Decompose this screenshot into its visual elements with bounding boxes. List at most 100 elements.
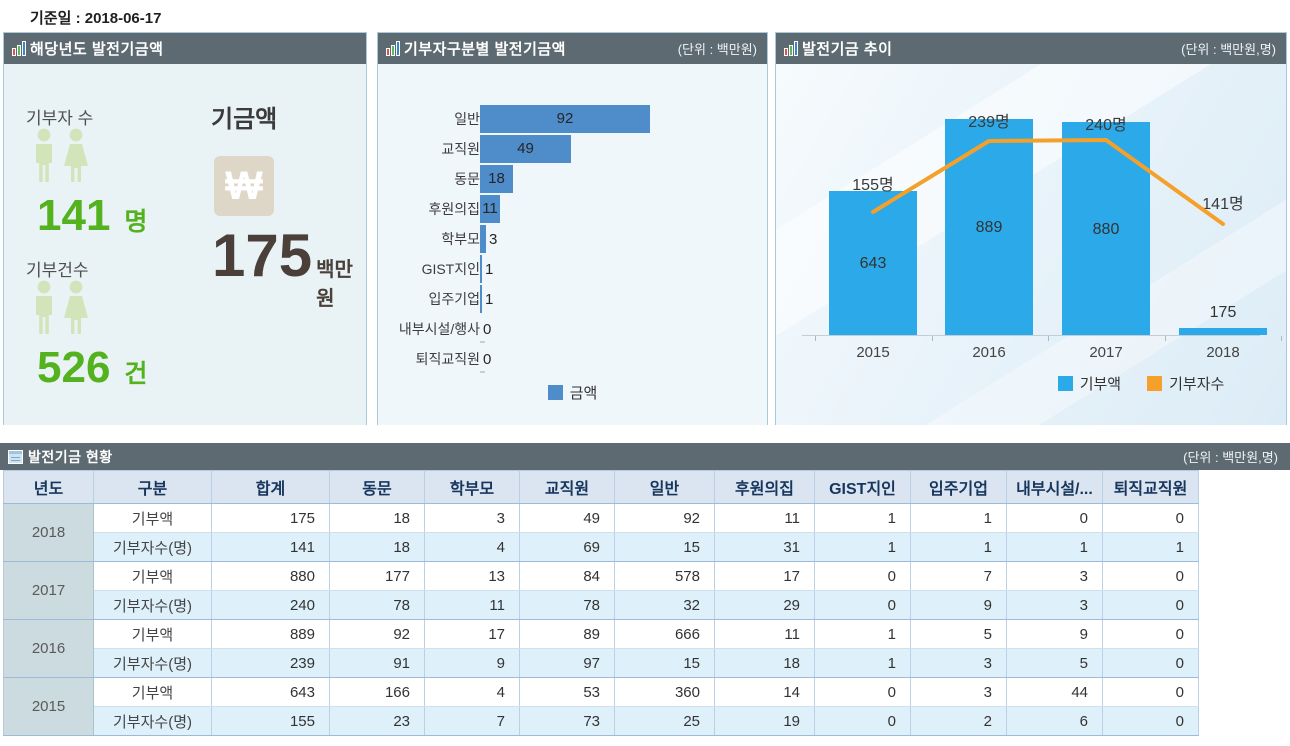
x-axis-label: 2015 xyxy=(856,344,890,361)
hbar-bar[interactable]: 92 xyxy=(480,105,650,133)
hbar-row: 동문 18 xyxy=(378,164,767,194)
hbar-bar[interactable] xyxy=(480,225,486,253)
value-cell: 239 xyxy=(211,648,330,678)
value-cell: 13 xyxy=(424,561,520,591)
panel-by-type-body: 일반 92 교직원 49 동문 18 후원의집 11 학부모 3 GIST지인 1 입주기업 1 내부시설/… xyxy=(378,64,767,425)
panel-fund-trend: 발전기금 추이 (단위 : 백만원,명) 643 155명 2015 889 239명 2… xyxy=(775,32,1287,425)
unit-label: (단위 : 백만원,명) xyxy=(1183,450,1278,465)
value-cell: 2 xyxy=(910,706,1007,736)
value-cell: 4 xyxy=(424,677,520,707)
legend-item-donors[interactable]: 기부자수 xyxy=(1147,373,1224,394)
column-header: 일반 xyxy=(614,470,715,504)
hbar-value-label: 0 xyxy=(483,350,492,368)
hbar-row: 퇴직교직원 0 xyxy=(378,344,767,374)
metric-cell: 기부자수(명) xyxy=(93,706,212,736)
hbar-value-label: 1 xyxy=(485,290,494,308)
hbar-bar-area: 11 xyxy=(480,195,767,223)
fund-amount-value: 175 xyxy=(212,222,313,289)
value-cell: 578 xyxy=(614,561,715,591)
value-cell: 49 xyxy=(519,503,615,533)
trend-bar[interactable] xyxy=(829,191,917,335)
metric-cell: 기부자수(명) xyxy=(93,590,212,620)
column-header: 퇴직교직원 xyxy=(1102,470,1199,504)
trend-line xyxy=(871,138,1225,226)
trend-bar[interactable] xyxy=(1062,122,1150,335)
column-header: 합계 xyxy=(211,470,330,504)
value-cell: 0 xyxy=(1102,619,1199,649)
hbar-value-label: 92 xyxy=(556,110,574,127)
legend-swatch-amount[interactable] xyxy=(547,385,563,400)
x-axis-label: 2016 xyxy=(972,344,1006,361)
hbar-legend: 금액 xyxy=(378,382,767,403)
hbar-category-label: 학부모 xyxy=(441,231,480,247)
won-icon: ₩ xyxy=(214,156,274,216)
people-icon xyxy=(36,128,88,182)
value-cell: 78 xyxy=(329,590,425,620)
year-cell: 2016 xyxy=(3,619,94,678)
hbar-row: 일반 92 xyxy=(378,104,767,134)
hbar-bar[interactable] xyxy=(480,285,482,313)
value-cell: 14 xyxy=(714,677,815,707)
hbar-bar-area: 1 xyxy=(480,255,767,283)
table-row: 기부자수(명) 239 91 9 97 15 18 1 3 5 0 xyxy=(4,648,1199,678)
value-cell: 18 xyxy=(329,532,425,562)
hbar-bar[interactable]: 11 xyxy=(480,195,500,223)
legend-label-donors: 기부자수 xyxy=(1169,376,1225,393)
legend-item-amount[interactable]: 기부액 xyxy=(1057,373,1121,394)
value-cell: 11 xyxy=(714,503,815,533)
value-cell: 11 xyxy=(714,619,815,649)
column-header: 년도 xyxy=(3,470,94,504)
bar-chart-icon xyxy=(12,41,26,56)
value-cell: 53 xyxy=(519,677,615,707)
x-axis-label: 2018 xyxy=(1206,344,1240,361)
hbar-bar-area: 18 xyxy=(480,165,767,193)
metric-cell: 기부액 xyxy=(93,561,212,591)
column-header: 입주기업 xyxy=(910,470,1007,504)
trend-line-value-label: 240명 xyxy=(1085,117,1127,134)
value-cell: 666 xyxy=(614,619,715,649)
trend-line-value-label: 155명 xyxy=(852,177,894,194)
hbar-bar[interactable]: 49 xyxy=(480,135,571,163)
value-cell: 0 xyxy=(1102,706,1199,736)
hbar-value-label: 1 xyxy=(485,260,494,278)
column-header: 학부모 xyxy=(424,470,520,504)
x-axis-tick xyxy=(931,336,933,341)
panel-trend-header: 발전기금 추이 (단위 : 백만원,명) xyxy=(776,33,1286,64)
legend-label-amount[interactable]: 금액 xyxy=(569,385,598,402)
hbar-value-label: 18 xyxy=(488,170,505,187)
table-row: 2015 기부액 643 166 4 53 360 14 0 3 44 0 xyxy=(3,677,1199,736)
hbar-value-label: 49 xyxy=(517,140,534,157)
year-cell: 2015 xyxy=(3,677,94,736)
value-cell: 23 xyxy=(329,706,425,736)
value-cell: 7 xyxy=(910,561,1007,591)
hbar-category-label: 입주기업 xyxy=(428,291,480,307)
value-cell: 69 xyxy=(519,532,615,562)
hbar-bar-area: 49 xyxy=(480,135,767,163)
unit-label: (단위 : 백만원,명) xyxy=(1181,42,1276,57)
trend-line-value-label: 141명 xyxy=(1202,196,1244,213)
value-cell: 89 xyxy=(519,619,615,649)
hbar-bar[interactable]: 18 xyxy=(480,165,513,193)
panel-fund-by-donor-type: 기부자구분별 발전기금액 (단위 : 백만원) 일반 92 교직원 49 동문 18 후원의… xyxy=(377,32,768,425)
panel-current-year-header: 해당년도 발전기금액 xyxy=(4,33,366,64)
value-cell: 11 xyxy=(424,590,520,620)
column-header: GIST지인 xyxy=(814,470,911,504)
value-cell: 1 xyxy=(814,503,911,533)
legend-swatch-amount xyxy=(1057,376,1073,391)
metric-cell: 기부자수(명) xyxy=(93,648,212,678)
panel-current-year-body: 기부자 수 141 명 기부건수 526 건 기금액 xyxy=(4,64,366,425)
people-icon xyxy=(36,280,88,334)
section-title: 발전기금 현황 xyxy=(28,448,113,465)
hbar-bar[interactable] xyxy=(480,255,482,283)
value-cell: 0 xyxy=(1102,561,1199,591)
hbar-value-label: 11 xyxy=(482,200,498,217)
value-cell: 0 xyxy=(1006,503,1103,533)
hbar-bar-area: 3 xyxy=(480,225,767,253)
value-cell: 1 xyxy=(910,503,1007,533)
trend-bar[interactable] xyxy=(1179,328,1267,335)
value-cell: 3 xyxy=(1006,561,1103,591)
hbar-axis-tick xyxy=(480,341,485,343)
trend-bar[interactable] xyxy=(945,119,1033,335)
value-cell: 97 xyxy=(519,648,615,678)
value-cell: 92 xyxy=(329,619,425,649)
